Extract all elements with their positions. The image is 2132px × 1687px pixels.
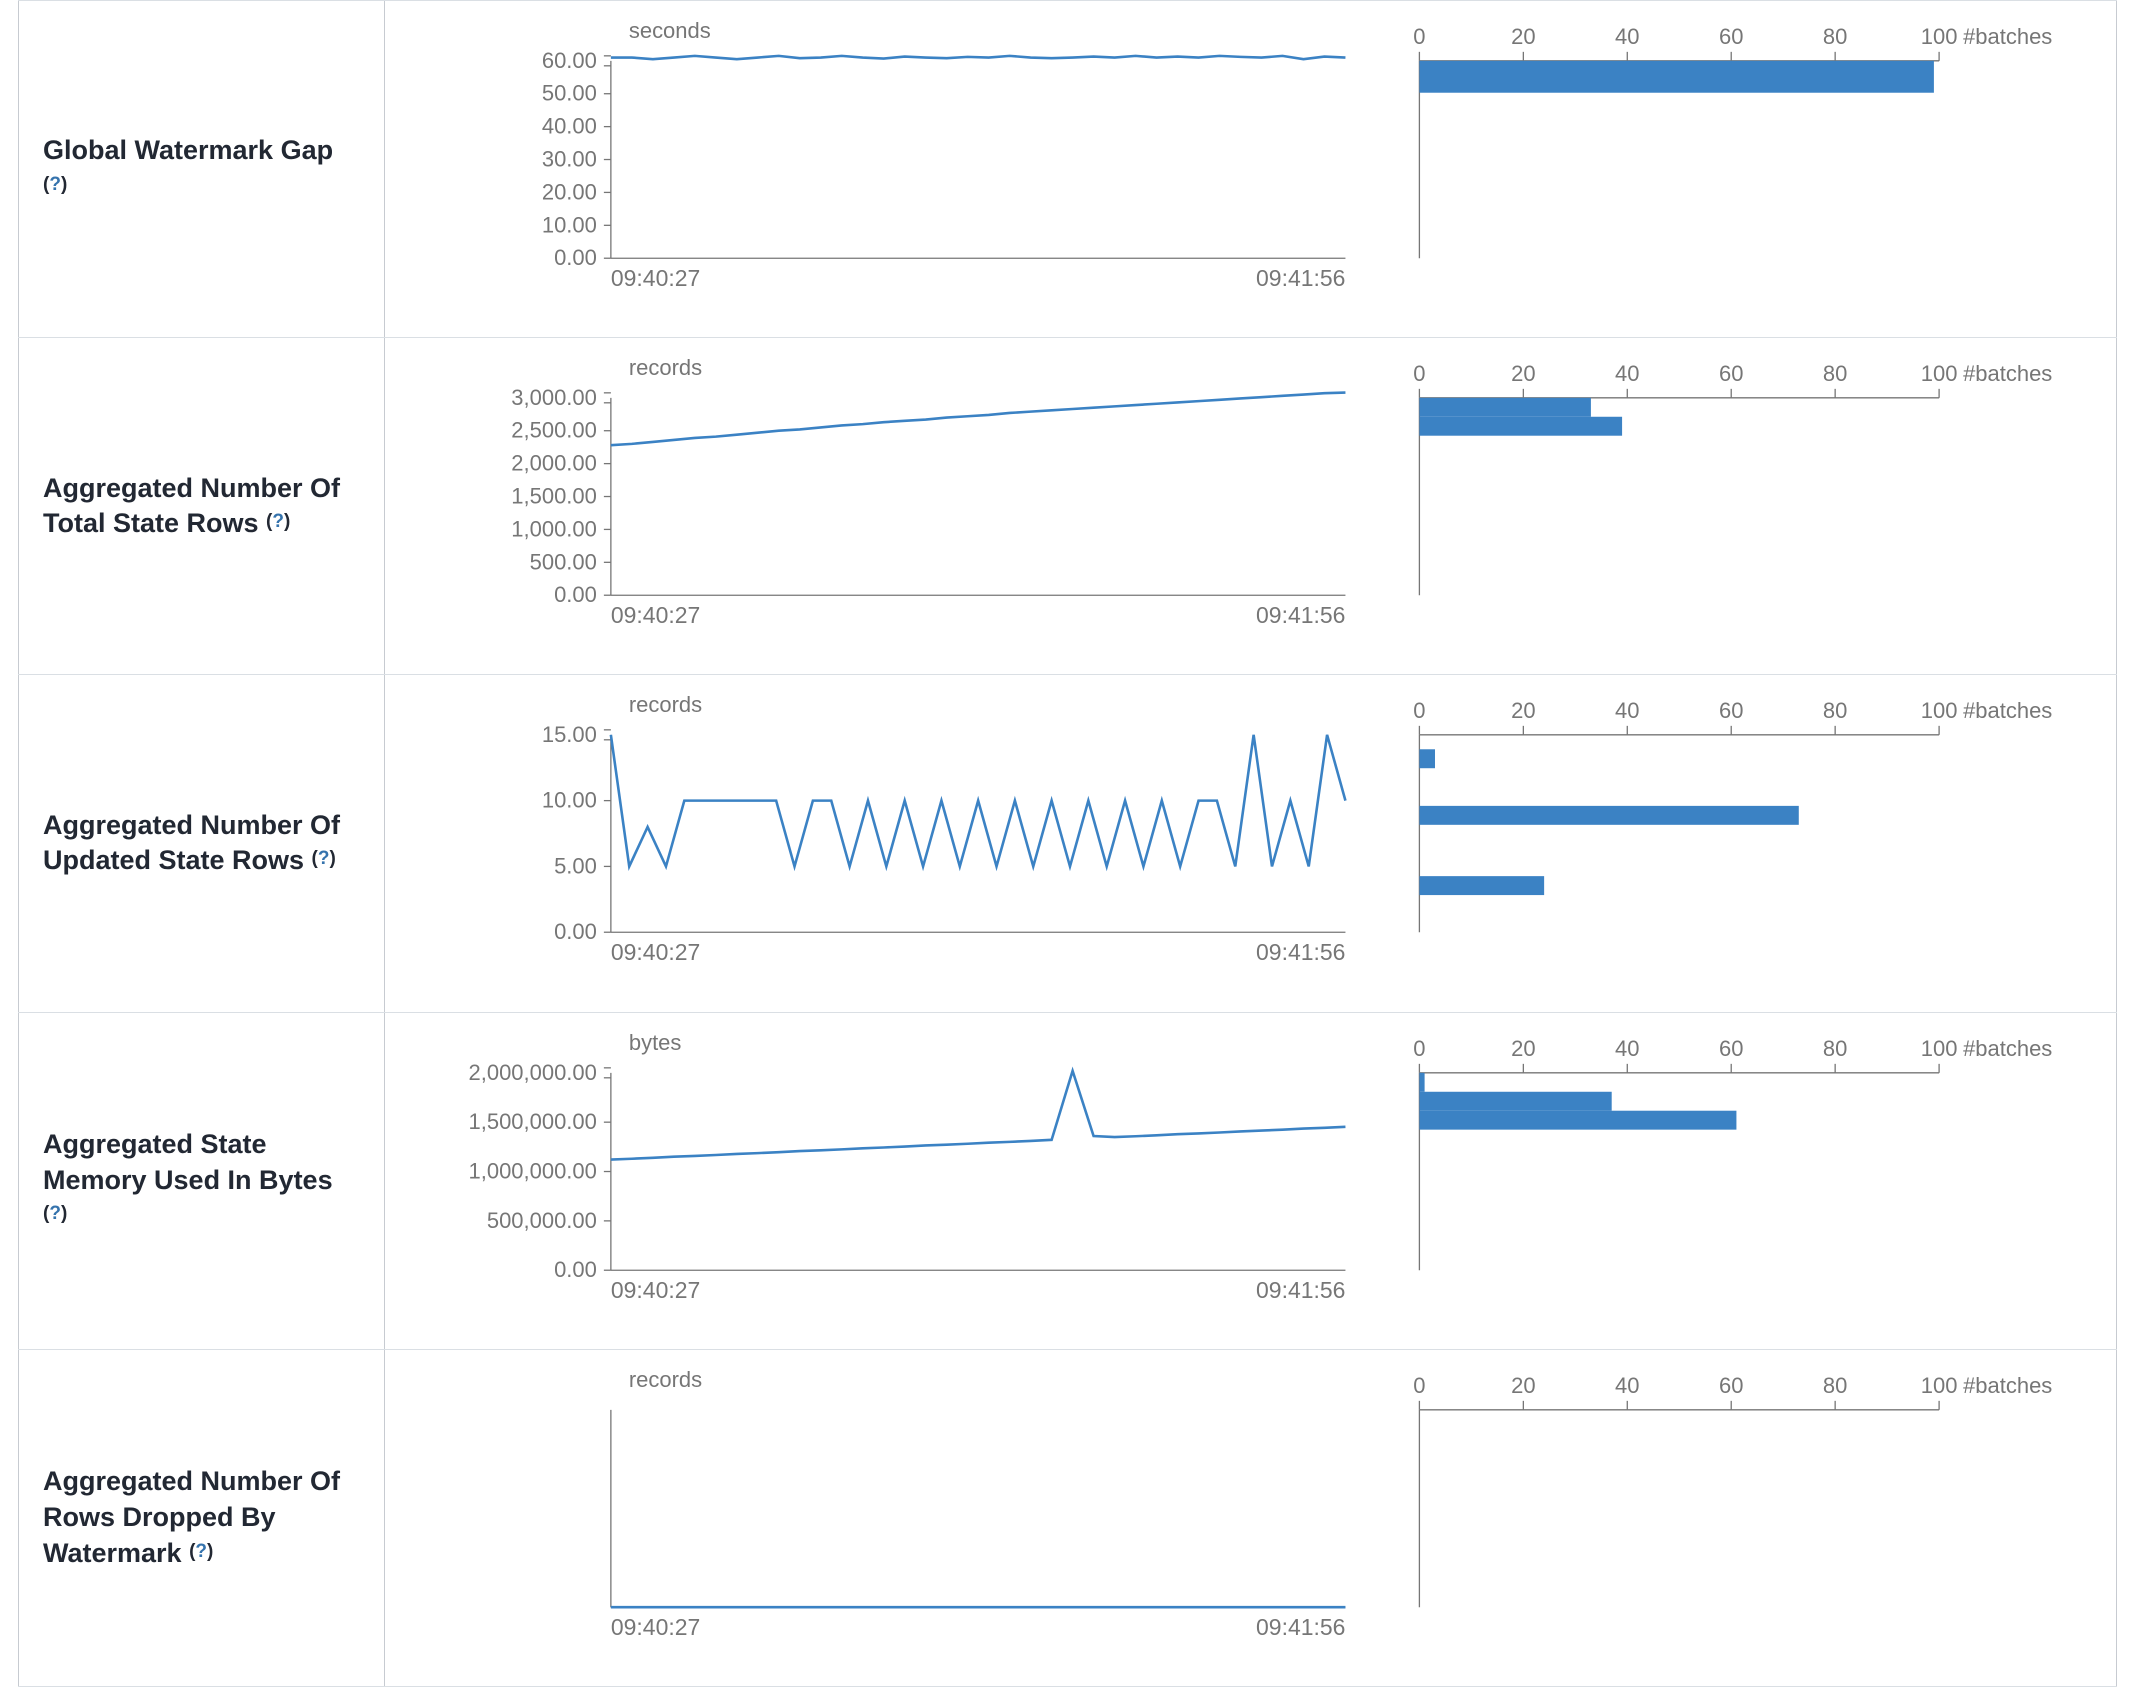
svg-text:40.00: 40.00 bbox=[542, 114, 597, 139]
svg-text:5.00: 5.00 bbox=[554, 854, 597, 879]
svg-text:500.00: 500.00 bbox=[530, 550, 597, 575]
svg-text:09:40:27: 09:40:27 bbox=[611, 1277, 700, 1303]
svg-text:#batches: #batches bbox=[1963, 24, 2052, 49]
svg-text:100: 100 bbox=[1921, 24, 1958, 49]
svg-text:#batches: #batches bbox=[1963, 361, 2052, 386]
svg-text:60: 60 bbox=[1719, 361, 1743, 386]
svg-text:60: 60 bbox=[1719, 1373, 1743, 1398]
svg-text:10.00: 10.00 bbox=[542, 212, 597, 237]
svg-text:80: 80 bbox=[1823, 698, 1847, 723]
svg-text:60: 60 bbox=[1719, 1035, 1743, 1060]
svg-text:80: 80 bbox=[1823, 1035, 1847, 1060]
svg-text:15.00: 15.00 bbox=[542, 722, 597, 747]
svg-text:records: records bbox=[629, 1367, 702, 1392]
svg-text:500,000.00: 500,000.00 bbox=[487, 1207, 597, 1232]
svg-text:40: 40 bbox=[1615, 24, 1639, 49]
svg-text:records: records bbox=[629, 692, 702, 717]
svg-text:20: 20 bbox=[1511, 698, 1535, 723]
svg-text:1,500.00: 1,500.00 bbox=[511, 484, 597, 509]
svg-text:80: 80 bbox=[1823, 24, 1847, 49]
svg-text:30.00: 30.00 bbox=[542, 147, 597, 172]
svg-text:100: 100 bbox=[1921, 1373, 1958, 1398]
svg-text:60.00: 60.00 bbox=[542, 48, 597, 73]
svg-text:09:40:27: 09:40:27 bbox=[611, 602, 700, 628]
svg-text:40: 40 bbox=[1615, 1373, 1639, 1398]
svg-text:40: 40 bbox=[1615, 698, 1639, 723]
svg-text:0: 0 bbox=[1413, 698, 1425, 723]
svg-text:#batches: #batches bbox=[1963, 1373, 2052, 1398]
svg-text:#batches: #batches bbox=[1963, 698, 2052, 723]
svg-text:09:41:56: 09:41:56 bbox=[1256, 1614, 1345, 1640]
svg-text:20: 20 bbox=[1511, 24, 1535, 49]
svg-text:09:40:27: 09:40:27 bbox=[611, 940, 700, 966]
svg-text:#batches: #batches bbox=[1963, 1035, 2052, 1060]
svg-text:1,000.00: 1,000.00 bbox=[511, 517, 597, 542]
svg-text:100: 100 bbox=[1921, 361, 1958, 386]
svg-text:0: 0 bbox=[1413, 361, 1425, 386]
svg-text:records: records bbox=[629, 355, 702, 380]
svg-text:0: 0 bbox=[1413, 1035, 1425, 1060]
svg-text:seconds: seconds bbox=[629, 18, 711, 43]
svg-text:100: 100 bbox=[1921, 1035, 1958, 1060]
svg-text:0.00: 0.00 bbox=[554, 920, 597, 945]
svg-text:2,000,000.00: 2,000,000.00 bbox=[469, 1059, 597, 1084]
svg-text:40: 40 bbox=[1615, 361, 1639, 386]
svg-text:09:41:56: 09:41:56 bbox=[1256, 265, 1345, 291]
svg-text:1,000,000.00: 1,000,000.00 bbox=[469, 1158, 597, 1183]
svg-text:0.00: 0.00 bbox=[554, 582, 597, 607]
svg-text:50.00: 50.00 bbox=[542, 81, 597, 106]
svg-text:80: 80 bbox=[1823, 361, 1847, 386]
svg-text:0: 0 bbox=[1413, 1373, 1425, 1398]
svg-text:20: 20 bbox=[1511, 1373, 1535, 1398]
svg-text:0: 0 bbox=[1413, 24, 1425, 49]
svg-text:09:40:27: 09:40:27 bbox=[611, 1614, 700, 1640]
svg-text:0.00: 0.00 bbox=[554, 1257, 597, 1282]
svg-text:20.00: 20.00 bbox=[542, 179, 597, 204]
svg-text:2,000.00: 2,000.00 bbox=[511, 451, 597, 476]
svg-text:40: 40 bbox=[1615, 1035, 1639, 1060]
svg-text:10.00: 10.00 bbox=[542, 788, 597, 813]
svg-text:60: 60 bbox=[1719, 698, 1743, 723]
svg-text:2,500.00: 2,500.00 bbox=[511, 418, 597, 443]
svg-text:60: 60 bbox=[1719, 24, 1743, 49]
svg-text:bytes: bytes bbox=[629, 1029, 682, 1054]
svg-text:20: 20 bbox=[1511, 1035, 1535, 1060]
svg-text:09:41:56: 09:41:56 bbox=[1256, 602, 1345, 628]
svg-text:0.00: 0.00 bbox=[554, 245, 597, 270]
svg-text:09:40:27: 09:40:27 bbox=[611, 265, 700, 291]
svg-text:09:41:56: 09:41:56 bbox=[1256, 1277, 1345, 1303]
svg-text:1,500,000.00: 1,500,000.00 bbox=[469, 1109, 597, 1134]
svg-text:09:41:56: 09:41:56 bbox=[1256, 940, 1345, 966]
svg-text:80: 80 bbox=[1823, 1373, 1847, 1398]
svg-text:3,000.00: 3,000.00 bbox=[511, 385, 597, 410]
svg-text:20: 20 bbox=[1511, 361, 1535, 386]
svg-text:100: 100 bbox=[1921, 698, 1958, 723]
